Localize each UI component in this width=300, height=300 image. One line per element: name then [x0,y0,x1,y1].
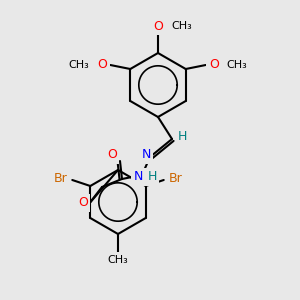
Text: H: H [177,130,187,143]
Text: Br: Br [53,172,67,184]
Text: H: H [147,170,157,184]
Text: O: O [97,58,107,71]
Text: O: O [78,196,88,209]
Text: O: O [107,148,117,161]
Text: N: N [141,148,151,161]
Text: CH₃: CH₃ [108,255,128,265]
Text: N: N [133,170,143,184]
Text: O: O [209,58,219,71]
Text: Br: Br [169,172,183,184]
Text: O: O [153,20,163,32]
Text: CH₃: CH₃ [68,60,89,70]
Text: CH₃: CH₃ [171,21,192,31]
Text: CH₃: CH₃ [227,60,248,70]
